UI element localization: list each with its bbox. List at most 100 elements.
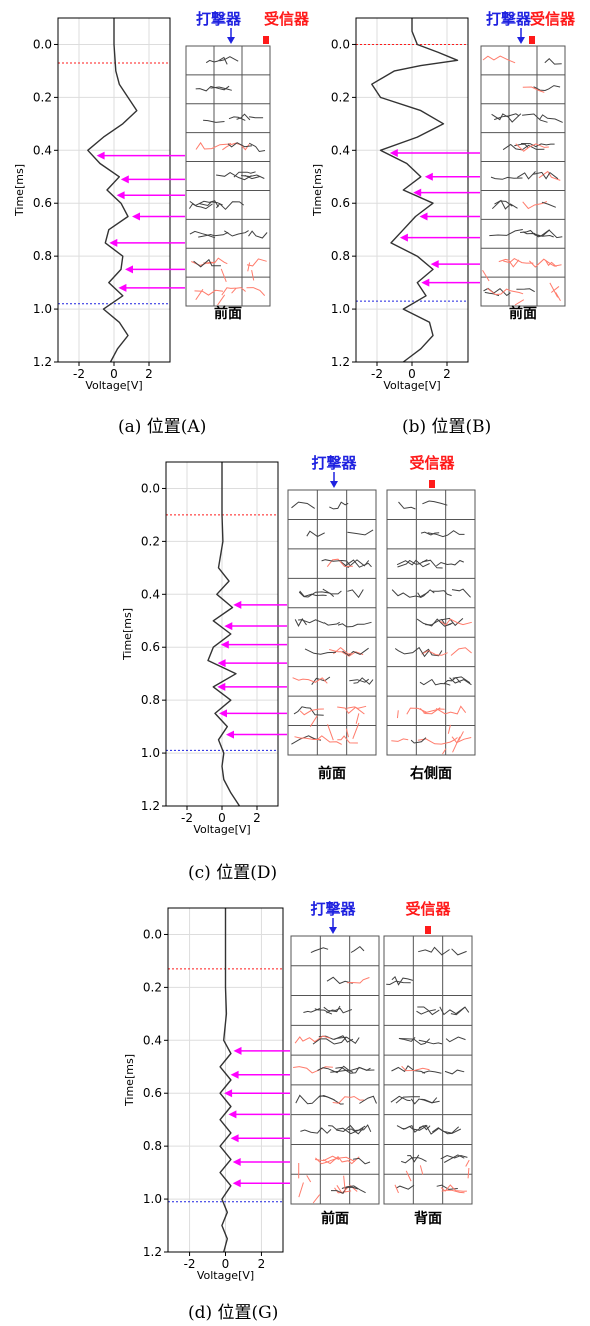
crack-line: [332, 646, 352, 655]
crack-line: [222, 142, 250, 151]
crack-line: [450, 1006, 470, 1016]
crack-line: [188, 203, 213, 210]
crack-line: [355, 713, 360, 724]
crack-line: [314, 1008, 333, 1015]
crack-line: [445, 1036, 466, 1043]
crack-line: [494, 113, 522, 123]
y-tick-label: 1.0: [331, 302, 350, 316]
peak-arrow-head: [219, 709, 227, 718]
crack-line: [516, 288, 535, 293]
crack-line: [220, 268, 227, 282]
crack-line: [435, 705, 467, 715]
crack-line: [221, 287, 236, 296]
crack-line: [195, 288, 204, 301]
crack-line: [533, 171, 559, 180]
crack-line: [443, 676, 461, 684]
crack-line: [490, 176, 523, 180]
crack-line: [494, 199, 518, 210]
x-tick-label: -2: [371, 367, 383, 381]
surface-panel: [386, 489, 476, 756]
y-tick-label: 0.4: [33, 143, 52, 157]
crack-line: [396, 710, 399, 719]
crack-line: [394, 646, 430, 658]
crack-line: [407, 1154, 420, 1163]
crack-line: [353, 1157, 371, 1165]
y-tick-label: 0.2: [33, 90, 52, 104]
crack-line: [343, 1175, 346, 1192]
crack-line: [224, 230, 249, 237]
crack-line: [395, 1096, 420, 1104]
hammer-label: 打撃器: [311, 454, 357, 472]
crack-line: [482, 270, 490, 282]
crack-line: [421, 1097, 438, 1104]
crack-line: [312, 1194, 321, 1204]
crack-line: [422, 1070, 442, 1074]
peak-arrow-head: [421, 278, 430, 287]
crack-line: [515, 143, 549, 152]
crack-line: [299, 590, 327, 598]
x-tick-label: 2: [443, 367, 451, 381]
voltage-trace: [219, 908, 232, 1253]
crack-line: [321, 559, 351, 566]
crack-line: [248, 142, 266, 153]
crack-line: [219, 56, 239, 62]
x-tick-label: 0: [218, 811, 226, 825]
x-tick-label: -2: [184, 1257, 196, 1271]
crack-line: [336, 1124, 372, 1133]
crack-line: [440, 1154, 468, 1160]
crack-line: [390, 1095, 411, 1103]
peak-arrow-head: [233, 1046, 242, 1055]
crack-line: [447, 724, 451, 734]
crack-line: [451, 948, 467, 956]
crack-line: [345, 728, 349, 738]
receiver-marker: [263, 36, 269, 44]
crack-line: [341, 1185, 366, 1194]
crack-line: [231, 287, 246, 294]
x-tick-label: -2: [181, 811, 193, 825]
crack-line: [514, 299, 525, 306]
crack-line: [346, 705, 367, 709]
crack-line: [246, 258, 267, 267]
crack-line: [386, 980, 411, 986]
peak-arrow-head: [228, 1110, 237, 1119]
crack-line: [246, 287, 266, 296]
crack-line: [529, 258, 562, 268]
crack-line: [452, 676, 471, 684]
crack-line: [425, 618, 452, 627]
crack-line: [398, 501, 416, 510]
y-tick-label: 1.0: [141, 746, 160, 760]
crack-line: [420, 531, 440, 536]
crack-line: [541, 201, 556, 208]
crack-line: [514, 143, 529, 149]
crack-line: [401, 1065, 430, 1072]
crack-line: [294, 1035, 331, 1044]
crack-line: [359, 1095, 377, 1104]
y-tick-label: 0.2: [331, 90, 350, 104]
y-tick-label: 0.0: [331, 37, 350, 51]
x-axis-label: Voltage[V]: [193, 823, 250, 836]
crack-line: [410, 737, 427, 744]
crack-line: [210, 86, 232, 91]
voltage-trace: [87, 18, 138, 363]
surface-panel: [480, 45, 566, 307]
hammer-arrow-head: [517, 37, 525, 44]
receiver-label: 受信器: [264, 10, 310, 28]
crack-line: [193, 258, 221, 268]
crack-line: [432, 590, 452, 597]
crack-line: [391, 1065, 426, 1074]
crack-line: [248, 230, 268, 239]
hammer-label: 打撃器: [196, 10, 242, 28]
crack-line: [300, 1127, 332, 1134]
crack-line: [432, 1126, 460, 1134]
crack-line: [422, 648, 443, 657]
panel-label: 前面: [318, 765, 346, 782]
y-tick-label: 0.0: [141, 481, 160, 495]
peak-arrow-head: [226, 730, 234, 739]
crack-line: [350, 945, 365, 953]
crack-line: [555, 292, 561, 301]
crack-line: [323, 621, 340, 626]
peak-arrow-head: [224, 1089, 233, 1098]
surface-panel: [287, 489, 377, 756]
crack-line: [315, 1156, 356, 1165]
crack-line: [303, 1008, 321, 1013]
